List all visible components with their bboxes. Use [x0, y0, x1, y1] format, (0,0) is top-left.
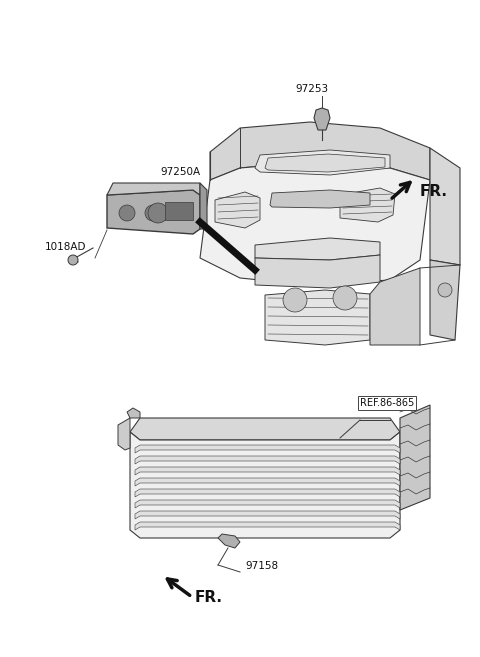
Polygon shape — [270, 190, 370, 208]
Polygon shape — [135, 445, 400, 453]
Text: 97253: 97253 — [295, 84, 328, 94]
Circle shape — [68, 255, 78, 265]
Bar — [165, 202, 193, 220]
Circle shape — [283, 288, 307, 312]
Circle shape — [438, 283, 452, 297]
Circle shape — [333, 286, 357, 310]
Polygon shape — [370, 268, 420, 345]
Polygon shape — [430, 260, 460, 340]
Polygon shape — [400, 405, 430, 510]
Polygon shape — [130, 432, 400, 538]
Polygon shape — [265, 290, 370, 345]
Text: 97158: 97158 — [245, 561, 278, 571]
Polygon shape — [107, 183, 200, 195]
Polygon shape — [130, 418, 400, 440]
Text: 1018AD: 1018AD — [45, 242, 86, 252]
Polygon shape — [255, 255, 380, 288]
Polygon shape — [430, 148, 460, 265]
Polygon shape — [135, 478, 400, 486]
Polygon shape — [135, 456, 400, 464]
Polygon shape — [200, 162, 430, 285]
Polygon shape — [135, 511, 400, 519]
Polygon shape — [265, 154, 385, 172]
Polygon shape — [255, 238, 380, 260]
Polygon shape — [215, 192, 260, 228]
Polygon shape — [135, 522, 400, 530]
Circle shape — [148, 203, 168, 223]
Text: 97250A: 97250A — [160, 167, 200, 177]
Polygon shape — [200, 183, 207, 229]
Text: REF.86-865: REF.86-865 — [360, 398, 414, 408]
Circle shape — [145, 205, 161, 221]
Polygon shape — [255, 150, 390, 175]
Polygon shape — [135, 467, 400, 475]
Polygon shape — [340, 188, 395, 222]
Text: FR.: FR. — [420, 185, 448, 200]
Polygon shape — [210, 122, 430, 180]
Polygon shape — [314, 108, 330, 130]
Text: FR.: FR. — [195, 591, 223, 606]
Polygon shape — [135, 500, 400, 508]
Polygon shape — [118, 418, 130, 450]
Polygon shape — [135, 489, 400, 497]
Polygon shape — [107, 190, 200, 234]
Polygon shape — [127, 408, 140, 418]
Polygon shape — [218, 534, 240, 548]
Circle shape — [119, 205, 135, 221]
